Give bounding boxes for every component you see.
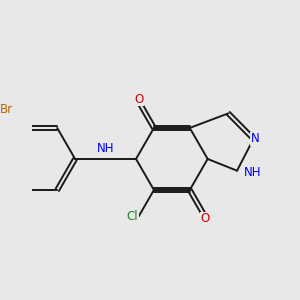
Text: NH: NH <box>97 142 114 155</box>
Text: O: O <box>200 212 210 225</box>
Text: NH: NH <box>244 166 261 179</box>
Text: N: N <box>251 132 260 146</box>
Text: O: O <box>134 93 143 106</box>
Text: Cl: Cl <box>126 210 138 223</box>
Text: Br: Br <box>0 103 13 116</box>
